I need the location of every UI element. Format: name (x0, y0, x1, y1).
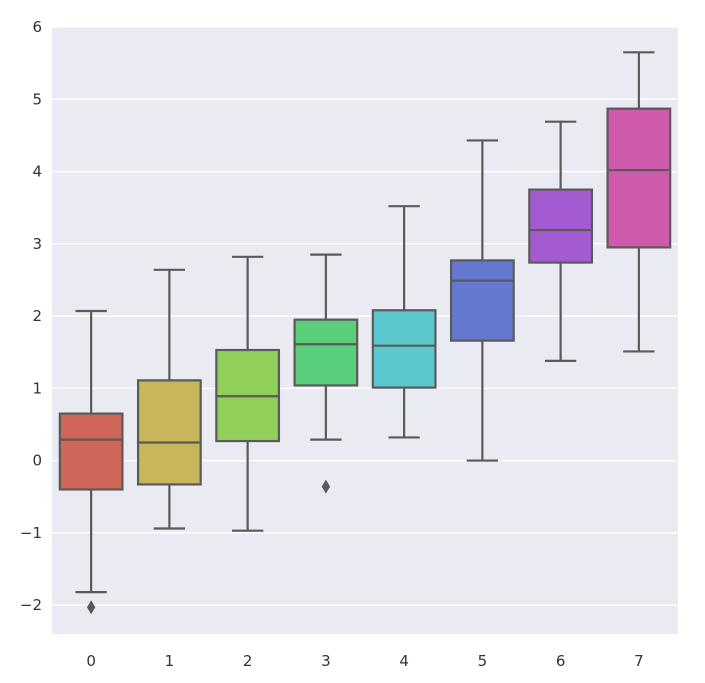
box (606, 107, 672, 249)
plot-background (52, 27, 678, 634)
box-group-6 (528, 120, 594, 362)
box (449, 259, 515, 342)
x-tick-label: 1 (165, 652, 175, 670)
outlier-point (86, 600, 96, 615)
box (528, 188, 594, 264)
y-tick-label: 2 (32, 307, 42, 325)
box-group-7 (606, 51, 672, 353)
y-tick-label: 4 (32, 163, 42, 181)
x-tick-label: 0 (86, 652, 96, 670)
x-tick-label: 2 (243, 652, 253, 670)
box-group-3 (293, 253, 359, 494)
x-tick-label: 7 (634, 652, 644, 670)
y-tick-label: 5 (32, 90, 42, 108)
box-group-1 (136, 268, 202, 530)
y-tick-label: 0 (32, 452, 42, 470)
x-tick-label: 5 (478, 652, 488, 670)
x-tick-label: 3 (321, 652, 331, 670)
x-tick-labels: 0 1 2 3 4 5 6 7 (86, 652, 643, 670)
box (136, 379, 202, 486)
box (371, 309, 437, 389)
box (293, 318, 359, 387)
outlier-point (321, 479, 331, 494)
boxes-layer (58, 51, 672, 615)
y-tick-label: 6 (32, 18, 42, 36)
box-group-2 (215, 255, 281, 532)
y-tick-label: −1 (20, 524, 42, 542)
box-group-5 (449, 139, 515, 462)
y-tick-label: 1 (32, 379, 42, 397)
y-tick-labels: −2 −1 0 1 2 3 4 5 6 (20, 18, 42, 614)
x-tick-label: 4 (399, 652, 409, 670)
y-tick-label: −2 (20, 596, 42, 614)
y-tick-label: 3 (32, 235, 42, 253)
box (58, 412, 124, 491)
x-tick-label: 6 (556, 652, 566, 670)
box-group-4 (371, 205, 437, 439)
box-group-0 (58, 309, 124, 615)
